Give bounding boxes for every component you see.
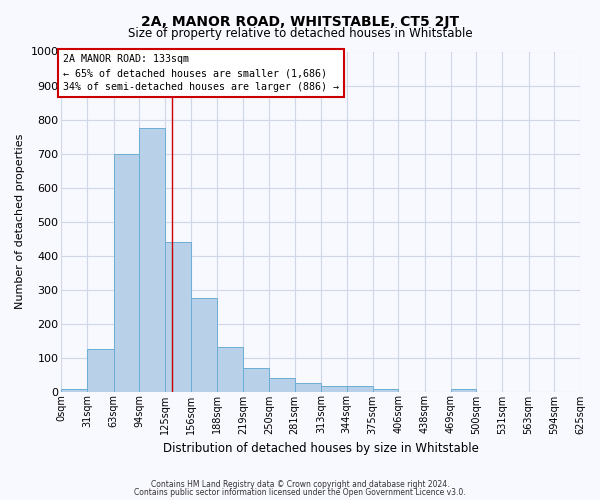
Text: Size of property relative to detached houses in Whitstable: Size of property relative to detached ho… [128,28,472,40]
Bar [191,298,217,392]
Text: Contains HM Land Registry data © Crown copyright and database right 2024.: Contains HM Land Registry data © Crown c… [151,480,449,489]
Bar [165,242,191,392]
Bar [451,389,476,392]
Text: Contains public sector information licensed under the Open Government Licence v3: Contains public sector information licen… [134,488,466,497]
Bar [243,368,269,392]
Text: 2A, MANOR ROAD, WHITSTABLE, CT5 2JT: 2A, MANOR ROAD, WHITSTABLE, CT5 2JT [141,15,459,29]
Bar [87,349,113,392]
Bar [217,348,243,392]
Y-axis label: Number of detached properties: Number of detached properties [15,134,25,309]
Bar [61,389,87,392]
Bar [347,386,373,392]
Bar [139,128,165,392]
Bar [321,386,347,392]
Bar [295,383,321,392]
Bar [113,154,139,392]
Bar [269,378,295,392]
Bar [373,389,398,392]
Text: 2A MANOR ROAD: 133sqm
← 65% of detached houses are smaller (1,686)
34% of semi-d: 2A MANOR ROAD: 133sqm ← 65% of detached … [63,54,339,92]
X-axis label: Distribution of detached houses by size in Whitstable: Distribution of detached houses by size … [163,442,479,455]
